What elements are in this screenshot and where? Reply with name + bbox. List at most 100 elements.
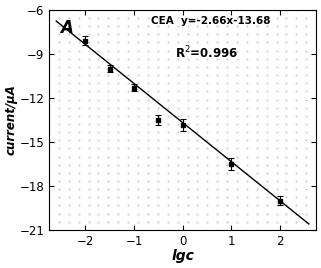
Point — [195, 106, 200, 110]
Point — [254, 73, 259, 77]
Point — [126, 203, 131, 208]
Point — [56, 203, 61, 208]
Point — [314, 57, 319, 61]
Point — [254, 228, 259, 232]
Point — [274, 122, 279, 126]
Point — [96, 32, 101, 36]
Point — [56, 138, 61, 142]
Point — [86, 16, 91, 20]
Point — [165, 146, 170, 151]
Point — [145, 211, 151, 216]
Point — [234, 57, 239, 61]
Point — [284, 187, 289, 191]
Point — [185, 40, 190, 44]
Point — [66, 179, 71, 183]
Point — [145, 179, 151, 183]
Point — [86, 122, 91, 126]
Point — [195, 219, 200, 224]
Point — [294, 57, 299, 61]
Point — [224, 219, 230, 224]
Point — [56, 8, 61, 12]
Point — [205, 8, 210, 12]
Point — [96, 146, 101, 151]
Point — [76, 8, 81, 12]
Point — [175, 40, 180, 44]
Point — [175, 171, 180, 175]
Point — [185, 138, 190, 142]
Point — [96, 154, 101, 159]
Point — [264, 65, 269, 69]
Point — [126, 49, 131, 53]
Point — [244, 219, 249, 224]
Point — [314, 154, 319, 159]
Point — [155, 203, 160, 208]
Point — [47, 171, 52, 175]
Point — [126, 97, 131, 102]
Point — [224, 24, 230, 28]
Point — [116, 16, 121, 20]
Point — [116, 97, 121, 102]
Point — [145, 138, 151, 142]
Point — [126, 171, 131, 175]
Point — [135, 171, 141, 175]
Point — [106, 24, 111, 28]
Point — [264, 163, 269, 167]
Point — [244, 106, 249, 110]
Point — [284, 171, 289, 175]
Point — [56, 146, 61, 151]
Point — [135, 163, 141, 167]
Point — [96, 24, 101, 28]
Point — [224, 122, 230, 126]
Point — [314, 114, 319, 118]
Point — [254, 24, 259, 28]
Point — [264, 179, 269, 183]
Point — [244, 57, 249, 61]
Point — [304, 81, 309, 85]
Point — [126, 32, 131, 36]
Point — [86, 49, 91, 53]
Point — [126, 114, 131, 118]
Point — [106, 122, 111, 126]
Point — [76, 97, 81, 102]
Point — [135, 138, 141, 142]
Point — [165, 154, 170, 159]
Point — [116, 24, 121, 28]
Point — [175, 8, 180, 12]
Point — [116, 122, 121, 126]
Point — [254, 146, 259, 151]
Point — [284, 138, 289, 142]
Point — [66, 40, 71, 44]
Point — [165, 73, 170, 77]
Point — [284, 65, 289, 69]
Point — [106, 171, 111, 175]
Point — [244, 211, 249, 216]
Point — [185, 57, 190, 61]
Point — [76, 138, 81, 142]
Point — [106, 16, 111, 20]
Point — [224, 138, 230, 142]
Point — [314, 146, 319, 151]
Point — [126, 57, 131, 61]
Point — [224, 146, 230, 151]
Point — [76, 40, 81, 44]
Point — [185, 219, 190, 224]
Point — [56, 187, 61, 191]
Point — [47, 49, 52, 53]
Point — [165, 49, 170, 53]
Point — [264, 211, 269, 216]
Point — [185, 8, 190, 12]
Point — [66, 24, 71, 28]
Point — [47, 195, 52, 199]
Point — [215, 146, 220, 151]
Point — [135, 49, 141, 53]
Point — [66, 81, 71, 85]
Point — [195, 228, 200, 232]
Point — [76, 16, 81, 20]
Point — [205, 122, 210, 126]
Point — [175, 122, 180, 126]
Point — [116, 203, 121, 208]
Point — [66, 49, 71, 53]
Point — [175, 89, 180, 94]
Point — [175, 114, 180, 118]
Point — [86, 8, 91, 12]
